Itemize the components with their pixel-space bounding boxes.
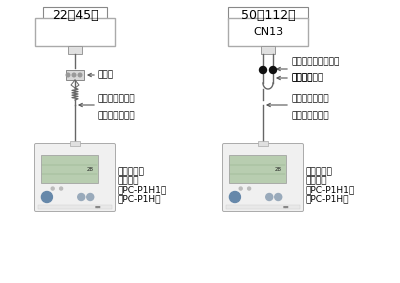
Text: 22～45型: 22～45型	[52, 9, 98, 22]
Text: リモコン: リモコン	[118, 177, 140, 186]
Circle shape	[66, 73, 70, 77]
Text: 50～112型: 50～112型	[241, 9, 295, 22]
Text: （PC-P1H1、: （PC-P1H1、	[118, 186, 167, 195]
Bar	[228, 7, 308, 20]
Circle shape	[266, 194, 273, 200]
Bar	[35, 18, 115, 46]
Circle shape	[275, 194, 282, 200]
Text: 端子台: 端子台	[98, 70, 114, 80]
Text: ■■: ■■	[283, 205, 290, 209]
Bar	[70, 141, 80, 146]
Circle shape	[87, 194, 94, 200]
Bar	[66, 70, 84, 80]
Text: リモコン: リモコン	[306, 177, 328, 186]
Text: （PC-P1H1、: （PC-P1H1、	[306, 186, 355, 195]
Circle shape	[78, 194, 85, 200]
Bar	[68, 46, 82, 54]
Text: （現地準備品）: （現地準備品）	[291, 111, 329, 120]
Text: PC-P1H）: PC-P1H）	[306, 195, 350, 204]
Text: 圧着接続: 圧着接続	[291, 74, 312, 83]
Circle shape	[60, 187, 63, 190]
Circle shape	[230, 192, 240, 203]
Text: リモコンコード: リモコンコード	[291, 94, 329, 103]
Text: 28: 28	[87, 167, 94, 171]
Circle shape	[239, 187, 242, 190]
Bar	[43, 7, 107, 20]
Text: アメニティ: アメニティ	[306, 168, 333, 177]
Text: アメニティ: アメニティ	[118, 168, 145, 177]
Bar	[230, 155, 286, 183]
Text: CN13: CN13	[253, 27, 283, 37]
Bar	[258, 141, 268, 146]
Circle shape	[270, 67, 276, 74]
Bar	[261, 46, 275, 54]
Circle shape	[260, 67, 266, 74]
Circle shape	[72, 73, 76, 77]
Text: （現地準備品）: （現地準備品）	[98, 111, 136, 120]
Bar	[38, 205, 112, 209]
Text: コネクタ付きコード: コネクタ付きコード	[291, 57, 339, 66]
Text: ■■: ■■	[95, 205, 102, 209]
Text: 28: 28	[275, 167, 282, 171]
Bar	[228, 18, 308, 46]
Text: PC-P1H）: PC-P1H）	[118, 195, 162, 204]
Circle shape	[51, 187, 54, 190]
FancyBboxPatch shape	[34, 143, 116, 211]
Circle shape	[248, 187, 251, 190]
Circle shape	[78, 73, 82, 77]
Bar	[42, 155, 98, 183]
FancyBboxPatch shape	[222, 143, 304, 211]
Text: リモコンコード: リモコンコード	[98, 94, 136, 103]
Text: （製品付属）: （製品付属）	[291, 73, 323, 82]
Bar	[226, 205, 300, 209]
Circle shape	[42, 192, 52, 203]
